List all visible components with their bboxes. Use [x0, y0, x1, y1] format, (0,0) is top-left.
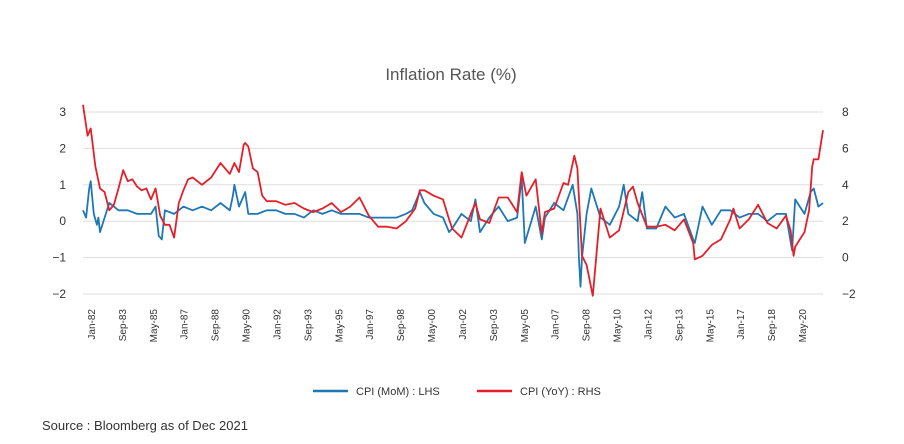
- x-tick-label: Sep-88: [211, 309, 222, 342]
- x-tick-label: Sep-18: [767, 309, 778, 342]
- x-tick-label: Jan-12: [643, 309, 654, 340]
- y-right-tick-label: 6: [842, 141, 849, 155]
- x-axis-ticks: Jan-82 Sep-83 May-85 Jan-87 Sep-88 May-90 Jan-…: [87, 309, 809, 343]
- y-right-tick-label: 4: [842, 178, 849, 192]
- y-left-tick-label: 3: [59, 105, 66, 119]
- chart-title: Inflation Rate (%): [385, 65, 516, 84]
- x-tick-label: May-90: [242, 309, 253, 343]
- x-tick-label: May-10: [613, 309, 624, 343]
- x-tick-label: May-85: [149, 309, 160, 343]
- left-axis-ticks: 3 2 1 0 −1 −2: [52, 105, 66, 301]
- y-left-tick-label: −2: [52, 287, 66, 301]
- x-tick-label: May-15: [705, 309, 716, 343]
- y-right-tick-label: −2: [842, 287, 856, 301]
- x-tick-label: Jan-97: [365, 309, 376, 340]
- x-tick-label: Jan-87: [180, 309, 191, 340]
- right-axis-ticks: 8 6 4 2 0 −2: [842, 105, 856, 301]
- y-right-tick-label: 2: [842, 214, 849, 228]
- x-tick-label: Sep-13: [674, 309, 685, 342]
- x-tick-label: Jan-92: [272, 309, 283, 340]
- x-tick-label: Sep-08: [582, 309, 593, 342]
- y-left-tick-label: 0: [59, 214, 66, 228]
- x-tick-label: May-00: [427, 309, 438, 343]
- x-tick-label: Sep-98: [396, 309, 407, 342]
- x-tick-label: Jan-07: [551, 309, 562, 340]
- x-tick-label: May-05: [520, 309, 531, 343]
- x-tick-label: Jan-17: [736, 309, 747, 340]
- legend: CPI (MoM) : LHS CPI (YoY) : RHS: [313, 386, 601, 398]
- x-tick-label: Sep-83: [118, 309, 129, 342]
- y-right-tick-label: 0: [842, 251, 849, 265]
- x-tick-label: Jan-82: [87, 309, 98, 340]
- y-left-tick-label: 1: [59, 178, 66, 192]
- x-tick-label: Sep-03: [489, 309, 500, 342]
- gridlines: [83, 111, 823, 295]
- x-tick-label: Sep-93: [303, 309, 314, 342]
- legend-label-yoy: CPI (YoY) : RHS: [520, 386, 601, 398]
- y-right-tick-label: 8: [842, 105, 849, 119]
- x-tick-label: May-95: [334, 309, 345, 343]
- legend-label-mom: CPI (MoM) : LHS: [356, 386, 440, 398]
- x-tick-label: Jan-02: [458, 309, 469, 340]
- x-tick-label: May-20: [798, 309, 809, 343]
- series-line-yoy: [82, 104, 824, 297]
- source-note: Source : Bloomberg as of Dec 2021: [42, 418, 248, 433]
- y-left-tick-label: 2: [59, 141, 66, 155]
- y-left-tick-label: −1: [52, 251, 66, 265]
- series-line-mom: [82, 176, 824, 288]
